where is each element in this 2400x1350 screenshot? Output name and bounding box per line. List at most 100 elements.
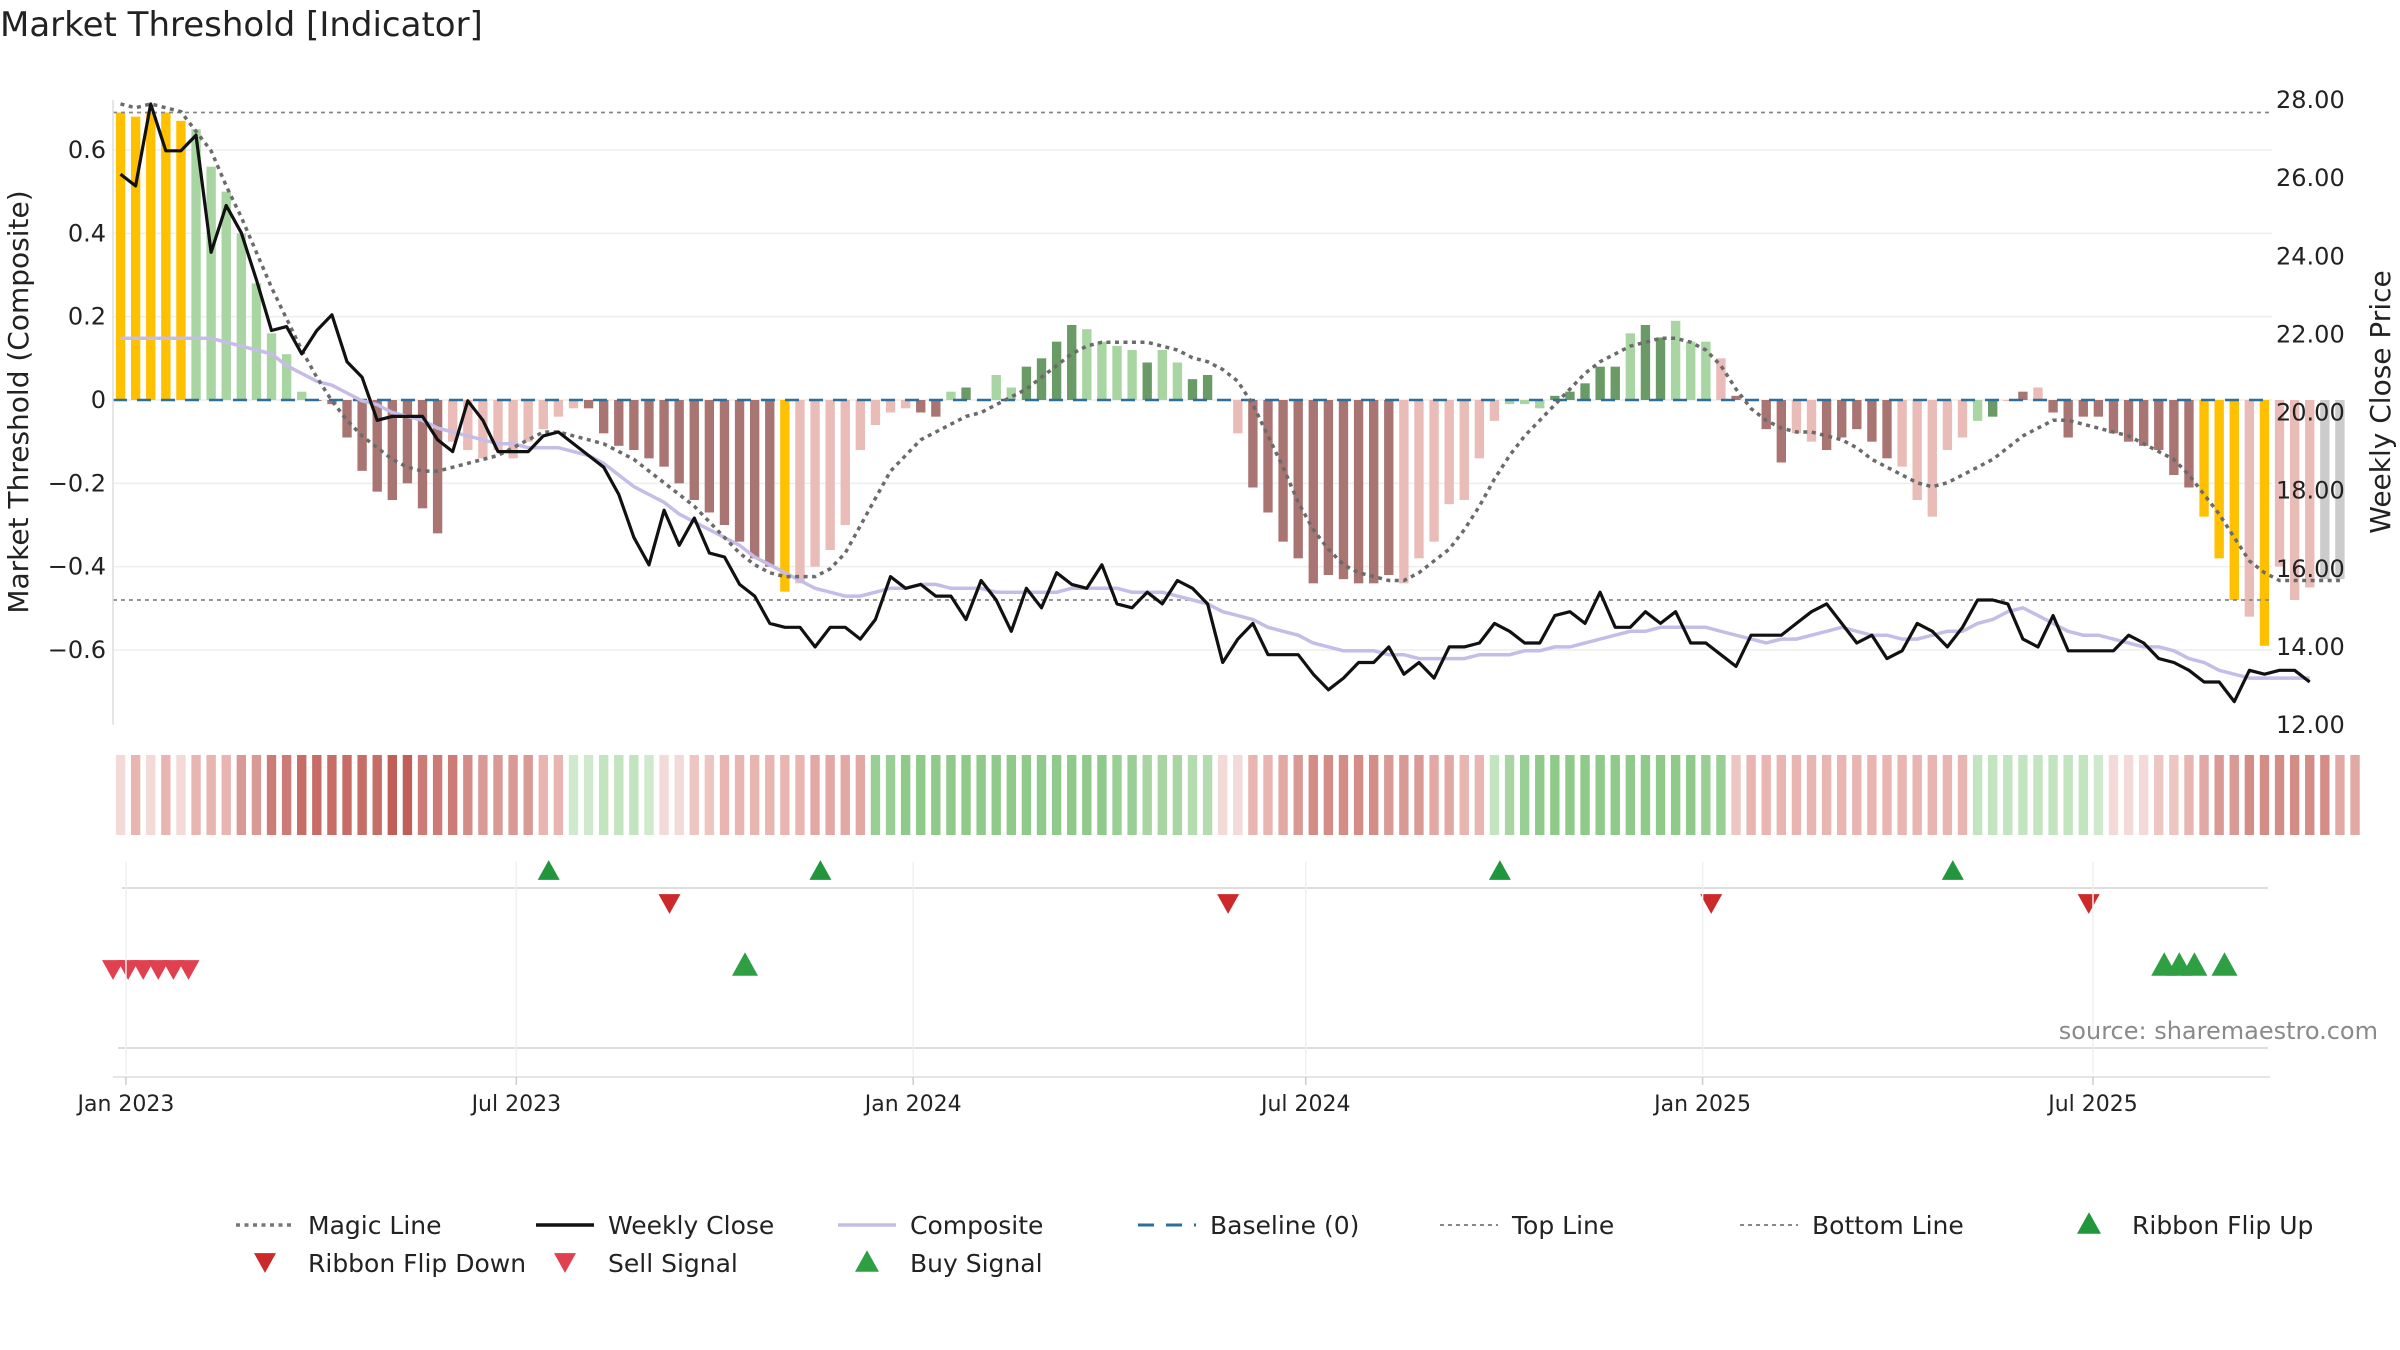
ribbon-cell xyxy=(2199,755,2209,835)
ribbon-cell xyxy=(1414,755,1424,835)
ribbon-cell xyxy=(1202,755,1213,835)
legend-entry: Composite xyxy=(838,1211,1043,1240)
ribbon-cell xyxy=(1248,755,1258,835)
composite-bar xyxy=(2123,400,2134,442)
composite-bar xyxy=(1248,400,1258,488)
ribbon-cell xyxy=(1897,755,1907,835)
composite-bar xyxy=(2108,400,2119,434)
grid xyxy=(113,149,2272,651)
ribbon-cell xyxy=(1837,755,1847,835)
ribbon-cell xyxy=(1097,755,1107,835)
composite-bar xyxy=(1640,325,1651,400)
composite-bar xyxy=(568,400,579,409)
ribbon-cell xyxy=(1655,755,1666,835)
left-y-axis-label: Market Threshold (Composite) xyxy=(2,190,35,613)
composite-bar xyxy=(1957,400,1968,438)
composite-line xyxy=(120,336,2310,680)
ribbon-cell xyxy=(614,755,624,835)
composite-bar xyxy=(402,400,413,484)
composite-bar xyxy=(2244,400,2255,617)
composite-bar xyxy=(1157,350,1167,400)
ribbon-cell xyxy=(1972,755,1983,835)
legend-entry: Top Line xyxy=(1440,1211,1614,1240)
composite-bar xyxy=(1912,400,1922,500)
composite-bar xyxy=(870,400,881,425)
left-tick-label: 0 xyxy=(91,386,106,414)
ribbon-cell xyxy=(146,755,156,835)
ribbon-cell xyxy=(357,755,367,835)
ribbon-cell xyxy=(931,755,941,835)
composite-bar xyxy=(765,400,775,567)
legend-swatch xyxy=(2077,1212,2101,1234)
composite-bar xyxy=(297,391,307,400)
composite-bar xyxy=(1716,358,1726,400)
right-y-ticks: 28.00 26.00 24.00 22.00 20.00 18.00 16.00 14.00… xyxy=(2276,86,2345,739)
ribbon-cell xyxy=(2078,755,2088,835)
composite-bar xyxy=(1701,341,1711,400)
left-tick-label: 0.6 xyxy=(68,136,106,164)
composite-bar xyxy=(161,112,171,400)
ribbon-cell xyxy=(1504,755,1515,835)
composite-bar xyxy=(387,400,397,500)
composite-bar xyxy=(342,400,352,438)
ribbon-cell xyxy=(1263,755,1273,835)
ribbon-cell xyxy=(206,755,216,835)
date-tick-label: Jan 2023 xyxy=(75,1092,174,1117)
right-tick-label: 20.00 xyxy=(2276,399,2345,427)
composite-bar xyxy=(1399,400,1409,584)
composite-bar xyxy=(2018,391,2028,400)
ribbon-cell xyxy=(1746,755,1756,835)
ribbon-cell xyxy=(1157,755,1167,835)
ribbon-cell xyxy=(1942,755,1953,835)
composite-bar xyxy=(840,400,850,525)
composite-bar xyxy=(825,400,835,550)
ribbon-cell xyxy=(1338,755,1349,835)
composite-bar xyxy=(206,166,216,400)
ribbon-cell xyxy=(327,755,337,835)
sell-signal-marker xyxy=(102,960,124,980)
ribbon-cell xyxy=(1429,755,1439,835)
ribbon-cell xyxy=(493,755,503,835)
composite-bar xyxy=(674,400,684,484)
ribbon-cell xyxy=(2320,755,2330,835)
composite-bar xyxy=(538,400,548,430)
source-credit: source: sharemaestro.com xyxy=(2059,1017,2378,1045)
ribbon-cell xyxy=(1127,755,1137,835)
ribbon-cell xyxy=(2063,755,2073,835)
ribbon-cell xyxy=(2229,755,2239,835)
legend-entry: Bottom Line xyxy=(1740,1211,1964,1240)
composite-bar xyxy=(1444,400,1454,505)
composite-bar xyxy=(2335,400,2345,580)
legend-swatch xyxy=(254,1253,276,1273)
legend-label: Top Line xyxy=(1511,1211,1614,1240)
ribbon-cell xyxy=(1172,755,1183,835)
ribbon-cell xyxy=(2033,755,2043,835)
right-tick-label: 26.00 xyxy=(2276,164,2345,192)
ribbon-cell xyxy=(719,755,730,835)
ribbon-cell xyxy=(2169,755,2179,835)
ribbon-cell xyxy=(2003,755,2013,835)
date-axis: Jan 2023 Jul 2023 Jan 2024 Jul 2024 Jan 2025… xyxy=(75,862,2270,1117)
right-tick-label: 28.00 xyxy=(2276,86,2345,114)
composite-bar xyxy=(1202,375,1213,400)
composite-bar xyxy=(583,400,594,409)
flip-panel xyxy=(122,860,2268,914)
ribbon-cell xyxy=(161,755,171,835)
ribbon-cell xyxy=(1293,755,1303,835)
composite-bar xyxy=(719,400,730,525)
composite-bar xyxy=(2048,400,2058,413)
buy-signal-marker xyxy=(2211,952,2238,976)
legend-swatch xyxy=(855,1250,879,1272)
ribbon-cell xyxy=(765,755,775,835)
ribbon-cell xyxy=(2259,755,2270,835)
main-panel: 0.6 0.4 0.2 0 −0.2 −0.4 −0.6 28.00 26.00 24.00 22… xyxy=(2,86,2397,739)
ribbon-cell xyxy=(463,755,473,835)
composite-bar xyxy=(1806,400,1817,442)
composite-bar xyxy=(1565,391,1575,400)
ribbon-cell xyxy=(659,755,669,835)
composite-bar xyxy=(1852,400,1862,430)
composite-bar xyxy=(2184,400,2194,488)
ribbon-cell xyxy=(1912,755,1922,835)
ribbon-cell xyxy=(432,755,443,835)
